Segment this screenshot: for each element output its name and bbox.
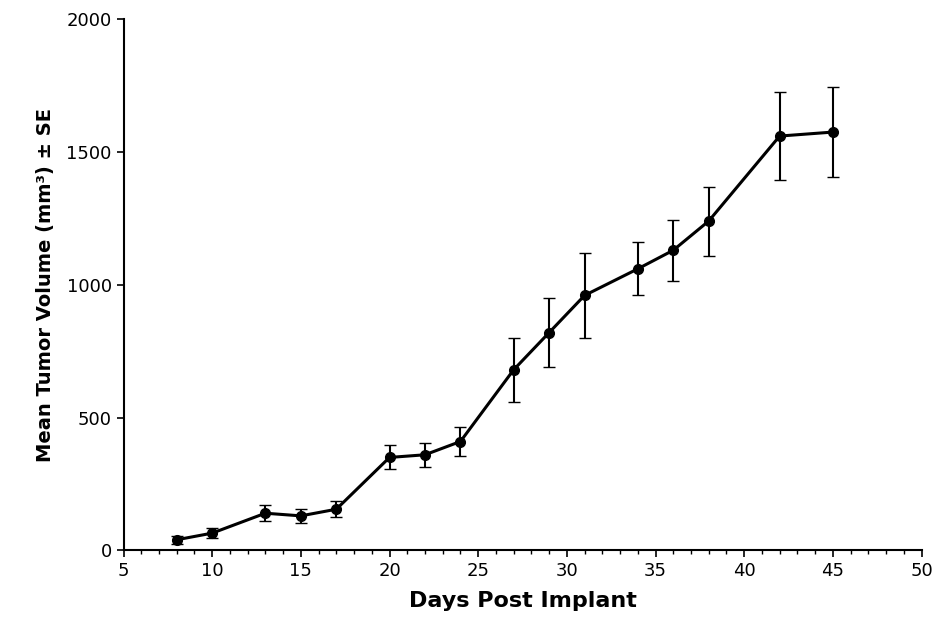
Y-axis label: Mean Tumor Volume (mm³) ± SE: Mean Tumor Volume (mm³) ± SE xyxy=(36,108,55,462)
X-axis label: Days Post Implant: Days Post Implant xyxy=(408,591,636,611)
